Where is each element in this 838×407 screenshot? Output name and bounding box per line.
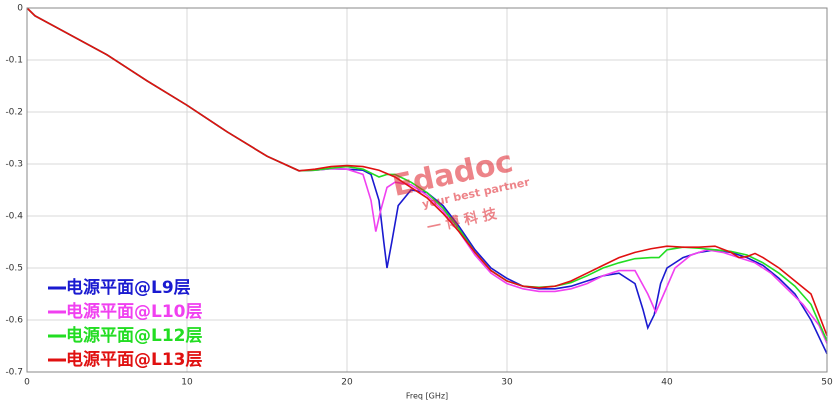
legend-label: 电源平面@L9层 <box>66 277 191 298</box>
plot-lines <box>26 7 828 355</box>
x-tick-label: 30 <box>501 378 513 388</box>
x-tick-label: 20 <box>341 378 353 388</box>
y-tick-label: 0 <box>17 4 23 14</box>
y-tick-label: -0.5 <box>5 264 23 274</box>
legend-label: 电源平面@L10层 <box>66 301 203 322</box>
x-tick-label: 10 <box>181 378 193 388</box>
y-tick-label: -0.3 <box>5 160 23 170</box>
series-line <box>26 7 828 336</box>
y-tick-label: -0.2 <box>5 108 23 118</box>
y-tick-label: -0.1 <box>5 56 23 66</box>
plot-frame <box>26 7 828 373</box>
y-tick-label: -0.7 <box>5 368 23 378</box>
x-tick-label: 50 <box>821 378 833 388</box>
y-tick-label: -0.6 <box>5 316 23 326</box>
legend-label: 电源平面@L12层 <box>66 325 203 346</box>
x-tick-label: 40 <box>661 378 673 388</box>
x-axis-label: Freq [GHz] <box>406 392 448 401</box>
x-tick-label: 0 <box>24 378 30 388</box>
y-tick-label: -0.4 <box>5 212 23 222</box>
legend-label: 电源平面@L13层 <box>66 349 203 370</box>
